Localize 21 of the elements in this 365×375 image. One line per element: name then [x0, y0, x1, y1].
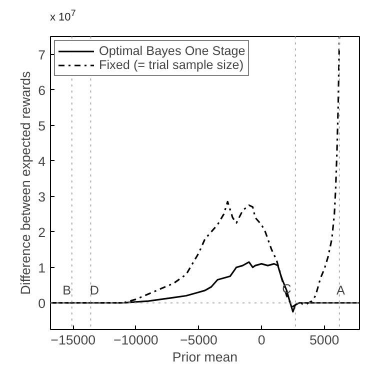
text: x 10$^{7}$: [50, 7, 76, 26]
legend-label: Fixed (= trial sample size): [99, 58, 244, 72]
y-tick-label: 4: [38, 154, 46, 169]
y-axis-title: Difference between expected rewards: [18, 70, 34, 295]
x-tick-label: −10000: [113, 332, 158, 348]
y-tick-label: 1: [38, 260, 46, 276]
y-tick-label: 3: [38, 189, 46, 204]
x-tick-label: −5000: [180, 332, 218, 348]
y-tick-label: 5: [38, 118, 46, 134]
y-tick-label: 2: [38, 224, 46, 240]
y-tick-label: 6: [38, 82, 46, 98]
x-tick-label: 5000: [310, 332, 340, 348]
annotation: A: [336, 284, 346, 298]
y-tick-label: 7: [38, 47, 46, 62]
x-axis-title: Prior mean: [172, 350, 238, 364]
x-tick-label: −15000: [50, 332, 96, 348]
y-tick-label: 0: [38, 296, 46, 311]
annotation: B: [62, 284, 72, 298]
annotation: D: [90, 284, 100, 298]
x-tick-label: 0: [258, 332, 266, 348]
legend-label: Optimal Bayes One Stage: [99, 44, 246, 58]
